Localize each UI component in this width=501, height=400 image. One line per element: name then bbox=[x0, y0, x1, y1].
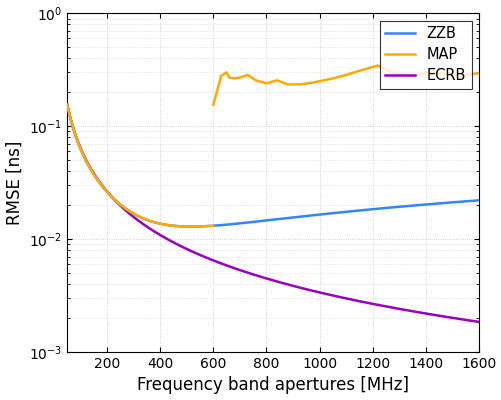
X-axis label: Frequency band apertures [MHz]: Frequency band apertures [MHz] bbox=[137, 376, 408, 394]
MAP bbox=[284, 82, 290, 87]
ECRB bbox=[325, 292, 331, 297]
MAP bbox=[456, 73, 462, 78]
MAP bbox=[210, 102, 216, 107]
MAP bbox=[223, 70, 229, 75]
ZZB bbox=[85, 162, 91, 167]
ZZB bbox=[475, 198, 481, 203]
MAP bbox=[231, 76, 237, 81]
ZZB bbox=[369, 207, 375, 212]
MAP bbox=[218, 73, 224, 78]
Line: MAP: MAP bbox=[213, 66, 478, 105]
ECRB bbox=[64, 102, 70, 107]
MAP bbox=[244, 72, 250, 77]
MAP bbox=[263, 81, 269, 86]
MAP bbox=[274, 78, 280, 83]
MAP bbox=[390, 71, 396, 76]
MAP bbox=[236, 75, 242, 80]
MAP bbox=[253, 78, 259, 83]
ZZB bbox=[391, 205, 397, 210]
MAP bbox=[356, 68, 362, 73]
MAP bbox=[226, 75, 232, 80]
ECRB bbox=[391, 306, 397, 310]
Line: ZZB: ZZB bbox=[67, 105, 478, 227]
ZZB bbox=[64, 102, 70, 107]
MAP bbox=[342, 72, 348, 77]
Legend: ZZB, MAP, ECRB: ZZB, MAP, ECRB bbox=[379, 21, 470, 89]
ECRB bbox=[369, 301, 375, 306]
MAP bbox=[475, 71, 481, 76]
ECRB bbox=[307, 288, 313, 293]
ECRB bbox=[85, 161, 91, 166]
ECRB bbox=[213, 259, 219, 264]
Y-axis label: RMSE [ns]: RMSE [ns] bbox=[6, 140, 24, 225]
ZZB bbox=[325, 211, 331, 216]
MAP bbox=[409, 73, 415, 78]
MAP bbox=[311, 80, 317, 85]
MAP bbox=[374, 63, 380, 68]
MAP bbox=[422, 71, 428, 76]
ECRB bbox=[475, 320, 481, 324]
MAP bbox=[329, 76, 335, 81]
MAP bbox=[443, 71, 449, 76]
ZZB bbox=[307, 213, 313, 218]
Line: ECRB: ECRB bbox=[67, 105, 478, 322]
ZZB bbox=[188, 224, 194, 229]
MAP bbox=[297, 82, 303, 87]
ZZB bbox=[213, 223, 219, 228]
